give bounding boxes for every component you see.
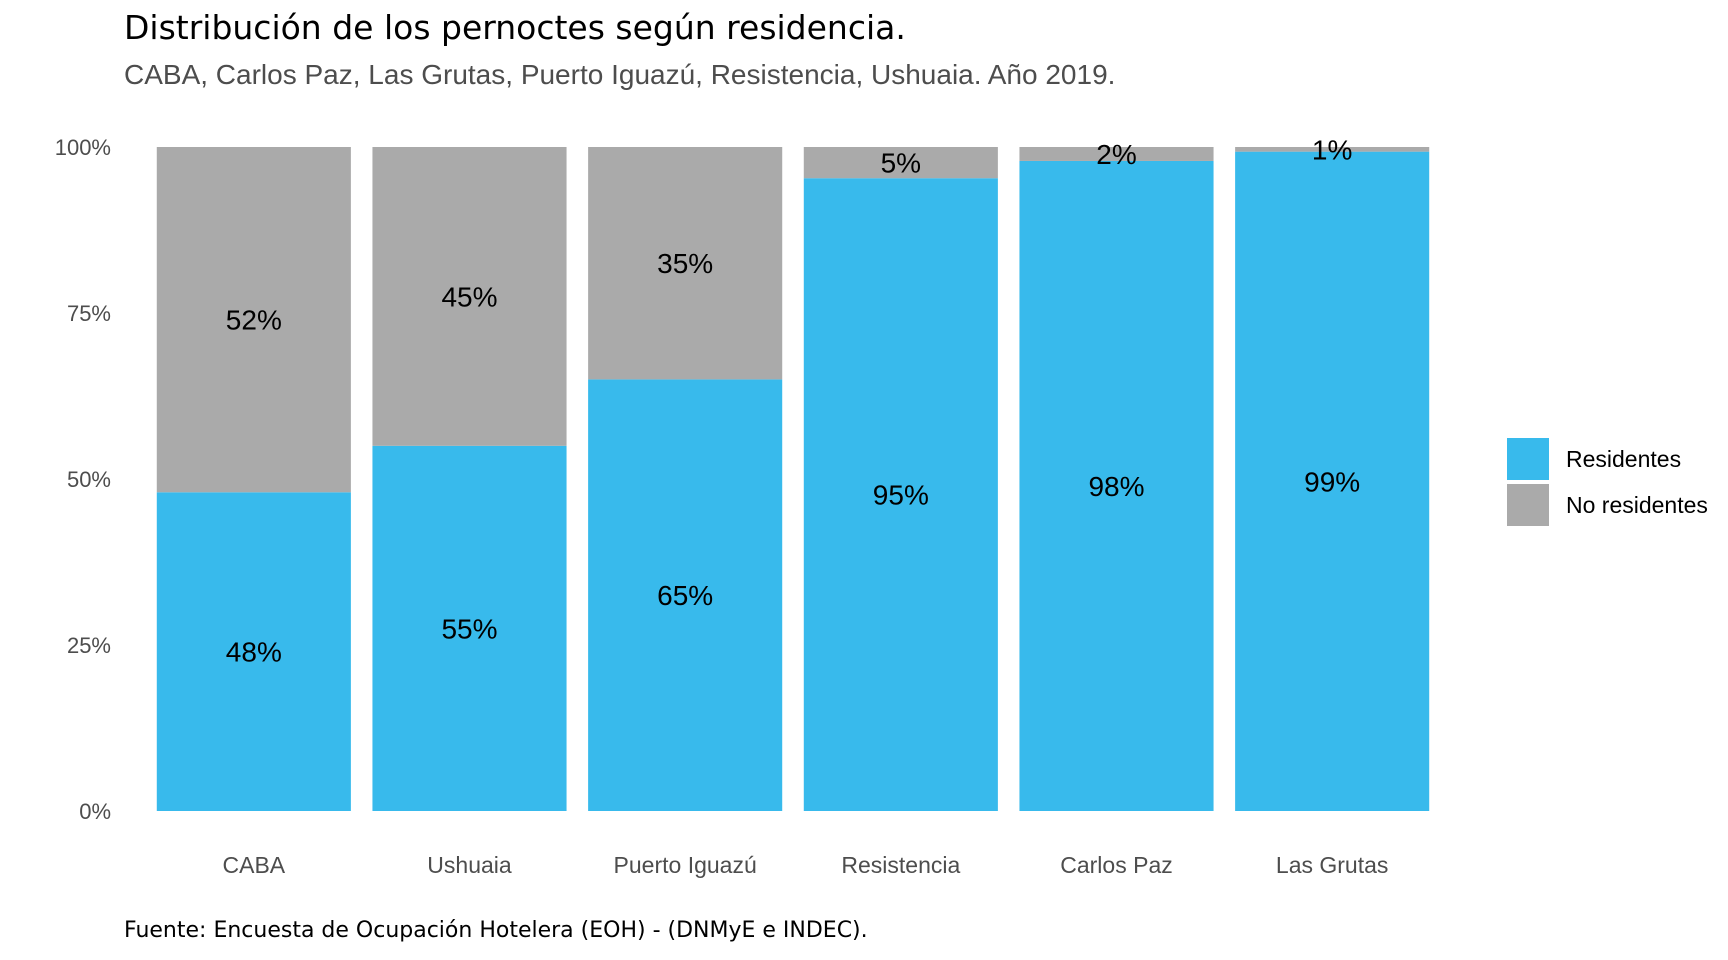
legend-swatch <box>1507 484 1549 526</box>
x-axis: CABA Ushuaia Puerto Iguazú Resistencia Carlo… <box>223 852 1389 878</box>
x-tick-label: Ushuaia <box>427 852 512 878</box>
data-label: 52% <box>226 305 282 336</box>
chart-caption: Fuente: Encuesta de Ocupación Hotelera (… <box>124 918 868 943</box>
bar-no-residentes <box>1019 147 1214 161</box>
y-tick-label: 100% <box>55 135 111 160</box>
bar-residentes <box>372 445 567 811</box>
data-label: 48% <box>226 637 282 668</box>
bar-no-residentes <box>372 147 567 446</box>
chart-subtitle: CABA, Carlos Paz, Las Grutas, Puerto Igu… <box>124 59 1115 90</box>
data-label: 65% <box>657 580 713 611</box>
x-tick-label: Resistencia <box>841 852 960 878</box>
data-label: 98% <box>1088 471 1144 502</box>
data-label: 5% <box>881 148 921 179</box>
data-label: 2% <box>1096 139 1136 170</box>
bar-residentes <box>803 178 998 811</box>
bar-residentes <box>156 492 351 811</box>
y-tick-label: 0% <box>79 799 111 824</box>
data-label: 1% <box>1312 134 1352 165</box>
data-label: 95% <box>873 480 929 511</box>
data-label: 35% <box>657 248 713 279</box>
y-axis: 0% 25% 50% 75% 100% <box>55 135 111 824</box>
legend-swatch <box>1507 438 1549 480</box>
bar-no-residentes <box>156 147 351 493</box>
x-tick-label: CABA <box>223 852 286 878</box>
legend: Residentes No residentes <box>1507 438 1708 526</box>
x-tick-label: Puerto Iguazú <box>614 852 757 878</box>
x-tick-label: Carlos Paz <box>1060 852 1172 878</box>
bar-residentes <box>1235 151 1430 811</box>
y-tick-label: 25% <box>67 633 111 658</box>
bar-no-residentes <box>803 147 998 179</box>
bar-residentes <box>1019 160 1214 812</box>
x-tick-label: Las Grutas <box>1276 852 1389 878</box>
data-label: 99% <box>1304 466 1360 497</box>
legend-label: Residentes <box>1566 446 1681 472</box>
data-labels-group: 48% 52% 55% 45% 65% 35% 95% 5% 98% 2% 99% 1% <box>226 134 1360 667</box>
bar-no-residentes <box>1235 147 1430 152</box>
bar-residentes <box>588 379 783 811</box>
data-label: 55% <box>441 613 497 644</box>
data-label: 45% <box>441 281 497 312</box>
y-tick-label: 75% <box>67 301 111 326</box>
bars-group <box>156 147 1430 812</box>
chart-title: Distribución de los pernoctes según resi… <box>124 8 906 47</box>
bar-no-residentes <box>588 147 783 380</box>
legend-label: No residentes <box>1566 492 1708 518</box>
y-tick-label: 50% <box>67 467 111 492</box>
